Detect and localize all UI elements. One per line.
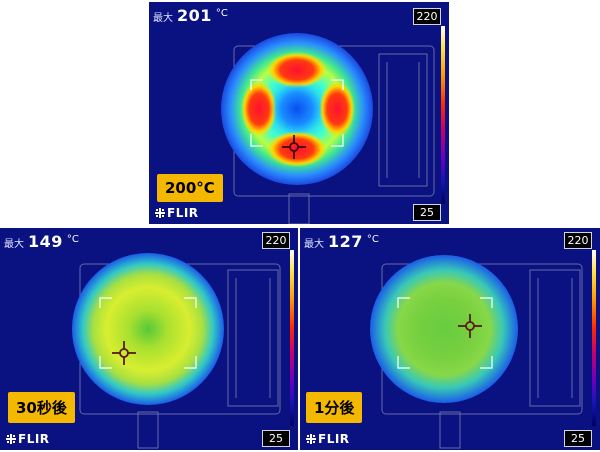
time-tag: 200°C: [157, 174, 223, 202]
temperature-scale-bar: [592, 250, 596, 426]
thermal-panel-bottom-left: 最大 149 °C 220 25 30秒後 FLIR: [0, 228, 298, 450]
time-tag: 1分後: [306, 392, 363, 423]
thermal-image-bottom-right: [370, 255, 583, 449]
flir-logo-icon: [155, 208, 165, 218]
flir-logo-text: FLIR: [318, 432, 350, 446]
flir-logo: FLIR: [6, 432, 50, 446]
crosshair-icon: [282, 135, 306, 159]
max-temperature-readout: 最大 149 °C: [4, 232, 79, 251]
max-value: 149: [28, 232, 63, 251]
thermal-panel-bottom-right: 最大 127 °C 220 25 1分後 FLIR: [300, 228, 600, 450]
temperature-unit: °C: [215, 8, 228, 19]
temperature-unit: °C: [66, 234, 79, 245]
max-label: 最大: [4, 239, 24, 250]
max-label: 最大: [153, 13, 173, 24]
time-tag: 30秒後: [8, 392, 75, 423]
max-temperature-readout: 最大 201 °C: [153, 6, 228, 25]
crosshair-icon: [112, 341, 136, 365]
scale-low-value: 25: [413, 204, 441, 221]
flir-logo-text: FLIR: [18, 432, 50, 446]
flir-logo: FLIR: [155, 206, 199, 220]
temperature-scale-bar: [290, 250, 294, 426]
max-temperature-readout: 最大 127 °C: [304, 232, 379, 251]
flir-logo: FLIR: [306, 432, 350, 446]
scale-high-value: 220: [564, 232, 592, 249]
flir-logo-icon: [306, 434, 316, 444]
max-value: 127: [328, 232, 363, 251]
scale-low-value: 25: [564, 430, 592, 447]
thermal-image-top: [221, 33, 435, 224]
max-label: 最大: [304, 239, 324, 250]
scale-high-value: 220: [262, 232, 290, 249]
crosshair-icon: [458, 314, 482, 338]
thermal-panel-top: 最大 201 °C 220 25 200°C FLIR: [149, 2, 449, 224]
flir-logo-icon: [6, 434, 16, 444]
temperature-unit: °C: [366, 234, 379, 245]
temperature-scale-bar: [441, 26, 445, 204]
scale-high-value: 220: [413, 8, 441, 25]
scale-low-value: 25: [262, 430, 290, 447]
max-value: 201: [177, 6, 212, 25]
thermal-image-bottom-left: [72, 253, 281, 449]
flir-logo-text: FLIR: [167, 206, 199, 220]
